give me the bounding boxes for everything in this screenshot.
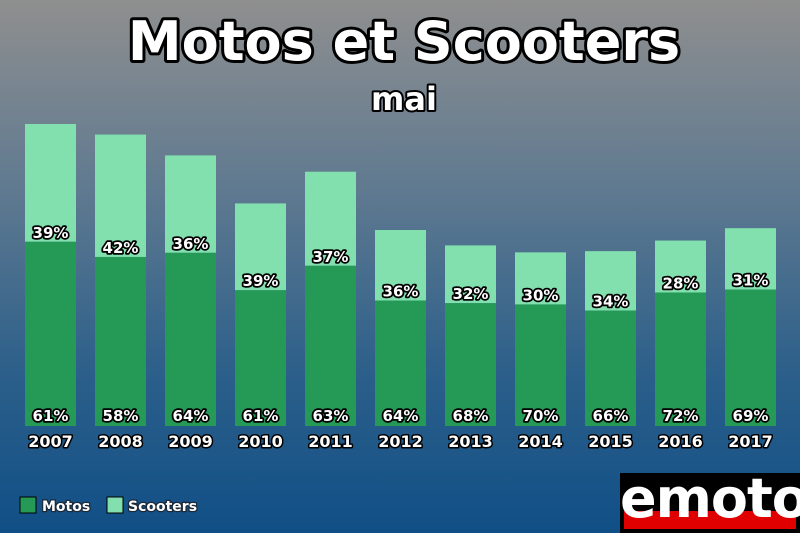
label-scooters-2011: 37%	[313, 248, 349, 266]
label-scooters-2017: 31%	[733, 272, 769, 290]
bar-motos-2010	[235, 290, 286, 426]
bar-motos-2011	[305, 265, 356, 426]
label-motos-2014: 70%	[523, 407, 559, 425]
x-tick-2009: 2009	[168, 432, 213, 451]
bar-motos-2016	[655, 292, 706, 426]
label-scooters-2009: 36%	[173, 235, 209, 253]
legend-label-motos: Motos	[42, 499, 90, 515]
bar-motos-2017	[725, 289, 776, 426]
label-scooters-2013: 32%	[453, 285, 489, 303]
label-motos-2013: 68%	[453, 407, 489, 425]
bar-motos-2007	[25, 241, 76, 426]
label-motos-2007: 61%	[33, 407, 69, 425]
label-motos-2010: 61%	[243, 407, 279, 425]
x-tick-2016: 2016	[658, 432, 703, 451]
label-scooters-2015: 34%	[593, 293, 629, 311]
x-tick-2017: 2017	[728, 432, 773, 451]
bar-motos-2009	[165, 252, 216, 426]
label-motos-2017: 69%	[733, 407, 769, 425]
label-scooters-2008: 42%	[103, 239, 139, 257]
bar-motos-2008	[95, 256, 146, 426]
x-tick-2014: 2014	[518, 432, 563, 451]
bar-scooters-2016	[655, 240, 706, 293]
emoto-logo: emoto	[620, 473, 800, 533]
label-motos-2016: 72%	[663, 407, 699, 425]
bar-scooters-2015	[585, 251, 636, 311]
logo-red-band	[624, 511, 796, 529]
bar-scooters-2014	[515, 252, 566, 305]
bar-motos-2015	[585, 310, 636, 426]
label-motos-2008: 58%	[103, 407, 139, 425]
label-scooters-2012: 36%	[383, 283, 419, 301]
label-motos-2009: 64%	[173, 407, 209, 425]
x-tick-2010: 2010	[238, 432, 283, 451]
x-tick-2008: 2008	[98, 432, 143, 451]
label-motos-2015: 66%	[593, 407, 629, 425]
x-tick-2015: 2015	[588, 432, 633, 451]
x-tick-2013: 2013	[448, 432, 493, 451]
label-scooters-2007: 39%	[33, 224, 69, 242]
bar-scooters-2011	[305, 171, 356, 266]
chart-subtitle: mai	[371, 80, 437, 118]
x-tick-2011: 2011	[308, 432, 353, 451]
logo-text: emoto	[620, 473, 800, 530]
bar-scooters-2013	[445, 245, 496, 304]
legend-swatch-motos	[19, 496, 37, 514]
bar-scooters-2009	[165, 155, 216, 253]
bar-motos-2014	[515, 304, 566, 426]
legend-swatch-scooters	[106, 496, 124, 514]
bar-scooters-2008	[95, 134, 146, 257]
label-scooters-2016: 28%	[663, 274, 699, 292]
bar-motos-2013	[445, 303, 496, 426]
chart-title: Motos et Scooters	[128, 10, 680, 73]
legend-label-scooters: Scooters	[128, 499, 197, 515]
bar-scooters-2010	[235, 203, 286, 291]
x-tick-2012: 2012	[378, 432, 423, 451]
bars-group: 39% 61% 42% 58% 36% 64% 39% 61% 37% 63% 36% 64% 32% 6…	[25, 124, 776, 427]
label-motos-2011: 63%	[313, 407, 349, 425]
bar-motos-2012	[375, 300, 426, 426]
legend: Motos Scooters	[19, 496, 198, 516]
label-motos-2012: 64%	[383, 407, 419, 425]
bar-scooters-2012	[375, 230, 426, 301]
x-axis-ticks: 2007 2008 2009 2010 2011 2012 2013 2014 2015 2016…	[27, 431, 775, 453]
bar-scooters-2017	[725, 228, 776, 290]
label-scooters-2014: 30%	[523, 286, 559, 304]
x-tick-2007: 2007	[28, 432, 73, 451]
label-scooters-2010: 39%	[243, 272, 279, 290]
bar-scooters-2007	[25, 124, 76, 242]
